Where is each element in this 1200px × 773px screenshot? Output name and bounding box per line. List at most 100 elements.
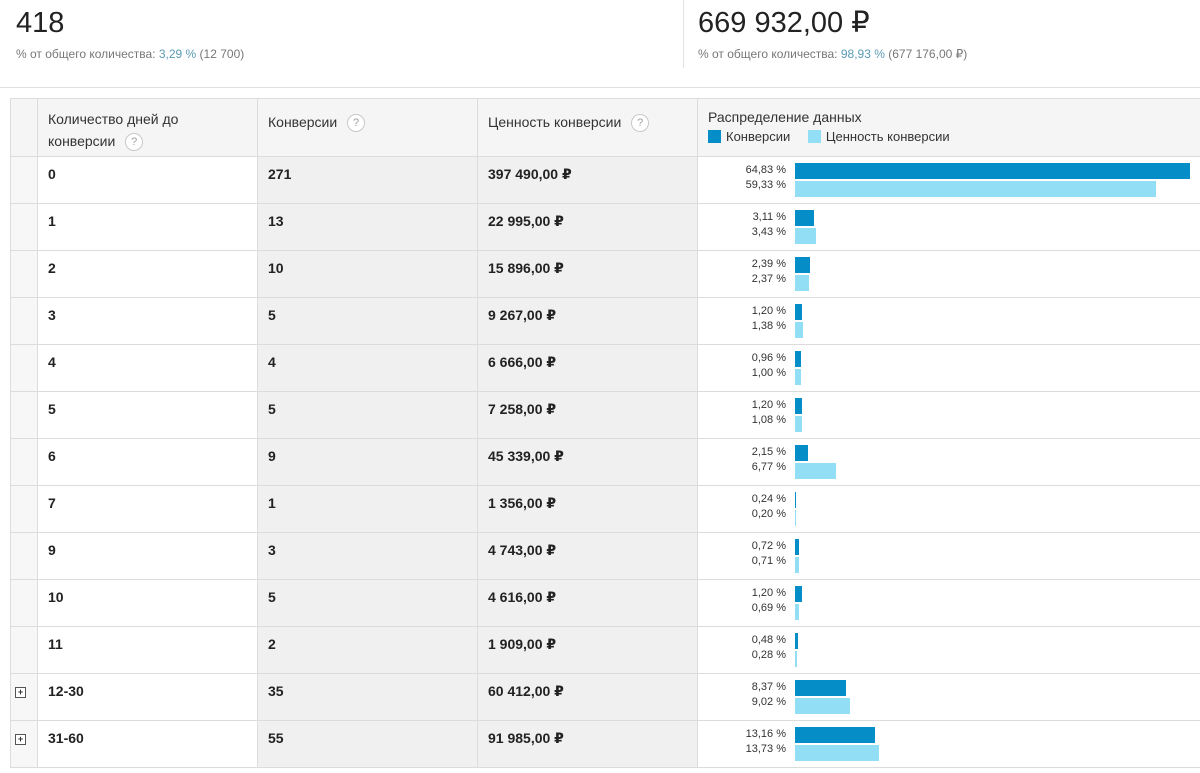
days-to-conversion-table: Количество дней до конверсии ? Конверсии… <box>10 98 1200 768</box>
row-expand-cell[interactable]: + <box>10 720 38 768</box>
cell-days: 6 <box>37 438 258 486</box>
table-row[interactable]: +31-60 55 91 985,00 ₽ 13,16 % 13,73 % <box>10 720 1200 768</box>
row-expand-cell <box>10 250 38 298</box>
conv-pct-label: 0,48 % <box>751 634 786 646</box>
value-pct-label: 0,20 % <box>751 508 786 520</box>
row-expand-cell <box>10 579 38 627</box>
cell-distribution: 0,72 % 0,71 % <box>697 532 1200 580</box>
header-conversions-label: Конверсии <box>268 114 338 130</box>
cell-conversions: 55 <box>257 720 478 768</box>
conv-value-value: 4 616,00 ₽ <box>488 589 557 605</box>
value-pct-label: 2,37 % <box>751 273 786 285</box>
conversions-value: 3 <box>268 542 276 558</box>
conversions-value: 4 <box>268 354 276 370</box>
table-row[interactable]: 9 3 4 743,00 ₽ 0,72 % 0,71 % <box>10 532 1200 580</box>
cell-conv-value: 91 985,00 ₽ <box>477 720 698 768</box>
row-expand-cell <box>10 297 38 345</box>
conv-value-bar <box>795 275 810 291</box>
header-days[interactable]: Количество дней до конверсии ? <box>37 98 258 157</box>
conversions-value: 2 <box>268 636 276 652</box>
table-row[interactable]: 11 2 1 909,00 ₽ 0,48 % 0,28 % <box>10 626 1200 674</box>
summary-value-pct: 98,93 % <box>840 47 885 61</box>
cell-conversions: 5 <box>257 579 478 627</box>
cell-conversions: 1 <box>257 485 478 533</box>
conv-pct-label: 2,39 % <box>751 258 786 270</box>
cell-distribution: 8,37 % 9,02 % <box>697 673 1200 721</box>
cell-conversions: 5 <box>257 297 478 345</box>
conv-value-bar <box>795 651 797 667</box>
header-expand-cell <box>10 98 38 157</box>
cell-days: 0 <box>37 156 258 204</box>
cell-conv-value: 9 267,00 ₽ <box>477 297 698 345</box>
cell-distribution: 1,20 % 0,69 % <box>697 579 1200 627</box>
conversions-value: 10 <box>268 260 284 276</box>
table-header-row: Количество дней до конверсии ? Конверсии… <box>10 98 1200 157</box>
table-row[interactable]: +12-30 35 60 412,00 ₽ 8,37 % 9,02 % <box>10 673 1200 721</box>
row-expand-cell <box>10 485 38 533</box>
conv-value-bar <box>795 557 800 573</box>
value-pct-label: 3,43 % <box>751 226 786 238</box>
conv-value-value: 15 896,00 ₽ <box>488 260 564 276</box>
header-days-line2: конверсии <box>48 133 116 149</box>
cell-distribution: 0,24 % 0,20 % <box>697 485 1200 533</box>
summary-conversions-value: 418 <box>16 7 65 39</box>
expand-plus-icon[interactable]: + <box>15 734 26 745</box>
expand-plus-icon[interactable]: + <box>15 687 26 698</box>
cell-conv-value: 4 616,00 ₽ <box>477 579 698 627</box>
help-icon[interactable]: ? <box>347 114 366 133</box>
header-conversions[interactable]: Конверсии ? <box>257 98 478 157</box>
header-conv-value[interactable]: Ценность конверсии ? <box>477 98 698 157</box>
summary-conversions: 418 % от общего количества: 3,29 % (12 7… <box>16 0 244 61</box>
table-row[interactable]: 1 13 22 995,00 ₽ 3,11 % 3,43 % <box>10 203 1200 251</box>
days-value: 2 <box>48 260 56 276</box>
table-row[interactable]: 0 271 397 490,00 ₽ 64,83 % 59,33 % <box>10 156 1200 204</box>
value-pct-label: 0,28 % <box>751 649 786 661</box>
conv-value-value: 45 339,00 ₽ <box>488 448 564 464</box>
cell-days: 2 <box>37 250 258 298</box>
cell-distribution: 1,20 % 1,38 % <box>697 297 1200 345</box>
cell-distribution: 1,20 % 1,08 % <box>697 391 1200 439</box>
cell-conversions: 13 <box>257 203 478 251</box>
conversions-bar <box>795 304 803 320</box>
conv-value-bar <box>795 369 802 385</box>
conversions-value: 9 <box>268 448 276 464</box>
header-days-line1: Количество дней до <box>48 111 179 127</box>
table-row[interactable]: 6 9 45 339,00 ₽ 2,15 % 6,77 % <box>10 438 1200 486</box>
conv-value-bar <box>795 228 816 244</box>
legend-label-conv-value: Ценность конверсии <box>825 129 950 144</box>
table-row[interactable]: 2 10 15 896,00 ₽ 2,39 % 2,37 % <box>10 250 1200 298</box>
cell-conv-value: 7 258,00 ₽ <box>477 391 698 439</box>
row-expand-cell <box>10 626 38 674</box>
conv-value-value: 22 995,00 ₽ <box>488 213 564 229</box>
help-icon[interactable]: ? <box>631 114 650 133</box>
conversions-value: 35 <box>268 683 284 699</box>
value-pct-label: 6,77 % <box>751 461 786 473</box>
conv-value-value: 4 743,00 ₽ <box>488 542 557 558</box>
help-icon[interactable]: ? <box>125 133 144 152</box>
cell-days: 1 <box>37 203 258 251</box>
cell-conv-value: 1 909,00 ₽ <box>477 626 698 674</box>
summary-conversions-label: % от общего количества: <box>16 47 156 61</box>
row-expand-cell[interactable]: + <box>10 673 38 721</box>
cell-conversions: 35 <box>257 673 478 721</box>
table-row[interactable]: 5 5 7 258,00 ₽ 1,20 % 1,08 % <box>10 391 1200 439</box>
conversions-bar <box>795 257 810 273</box>
days-value: 1 <box>48 213 56 229</box>
conv-pct-label: 1,20 % <box>751 587 786 599</box>
value-pct-label: 1,08 % <box>751 414 786 426</box>
conv-value-bar <box>795 181 1157 197</box>
summary-conversions-share: % от общего количества: 3,29 % (12 700) <box>16 47 244 61</box>
cell-days: 5 <box>37 391 258 439</box>
table-row[interactable]: 4 4 6 666,00 ₽ 0,96 % 1,00 % <box>10 344 1200 392</box>
cell-conv-value: 45 339,00 ₽ <box>477 438 698 486</box>
table-row[interactable]: 3 5 9 267,00 ₽ 1,20 % 1,38 % <box>10 297 1200 345</box>
conversions-bar <box>795 633 798 649</box>
table-row[interactable]: 10 5 4 616,00 ₽ 1,20 % 0,69 % <box>10 579 1200 627</box>
days-value: 4 <box>48 354 56 370</box>
row-expand-cell <box>10 438 38 486</box>
table-row[interactable]: 7 1 1 356,00 ₽ 0,24 % 0,20 % <box>10 485 1200 533</box>
conv-pct-label: 0,24 % <box>751 493 786 505</box>
row-expand-cell <box>10 532 38 580</box>
conv-value-value: 397 490,00 ₽ <box>488 166 572 182</box>
header-distribution-label: Распределение данных <box>708 109 862 125</box>
